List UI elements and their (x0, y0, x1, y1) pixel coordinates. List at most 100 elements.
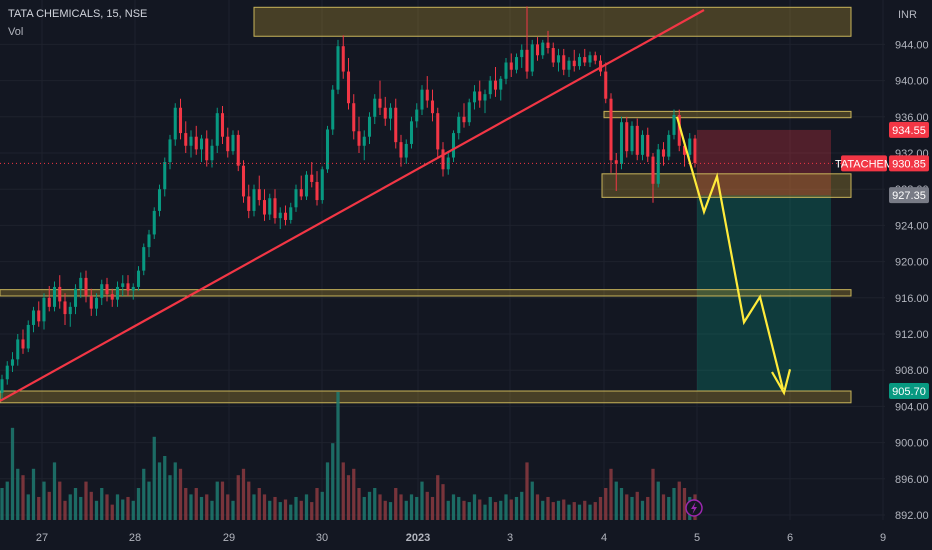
candle-body (457, 116, 461, 134)
candle-body (268, 198, 272, 215)
price-badge (889, 187, 929, 204)
candle-body (672, 114, 676, 135)
candle-body (441, 149, 445, 170)
volume-bar (672, 488, 676, 520)
candle-body (16, 339, 20, 360)
candle-body (84, 277, 88, 296)
candle-body (420, 89, 424, 110)
projection-path[interactable] (675, 116, 792, 396)
candle-body (220, 113, 225, 137)
volume-bar (661, 494, 666, 520)
candle-body (383, 107, 387, 119)
volume-bar (619, 488, 624, 520)
last-price-badge (889, 155, 929, 172)
volume-indicator-label[interactable]: Vol (8, 26, 24, 38)
price-axis-background (888, 0, 932, 550)
time-tick-label: 6 (787, 532, 793, 544)
volume-bar (640, 500, 645, 520)
volume-bar (546, 496, 550, 520)
candle-body (173, 107, 177, 140)
time-axis[interactable]: 27 28 29 30 2023 3 4 5 6 9 (0, 525, 932, 550)
volume-bar (493, 502, 498, 520)
candle-body (357, 131, 361, 146)
volume-bar (31, 468, 36, 520)
candle-body (367, 116, 372, 137)
short-position-tool[interactable] (697, 129, 831, 392)
time-tick-label: 2023 (406, 532, 430, 544)
price-badge (889, 121, 929, 138)
volume-bar (409, 494, 414, 520)
candle-body (693, 138, 697, 163)
candle-body (37, 310, 41, 322)
volume-bar (378, 494, 382, 520)
candle-body (541, 42, 545, 56)
volume-bar (215, 481, 219, 520)
volume-bar (142, 468, 146, 520)
support-resistance-zones[interactable] (0, 6, 852, 404)
price-zone[interactable] (253, 6, 852, 37)
volume-bar (310, 502, 314, 520)
candle-body (373, 98, 377, 117)
candle-body (215, 113, 219, 146)
volume-bar (315, 488, 319, 520)
candle-body (472, 91, 477, 103)
candle-body (583, 57, 587, 63)
volume-bar (593, 502, 597, 520)
candle-body (147, 234, 151, 248)
time-axis-background (0, 525, 932, 550)
price-zone[interactable] (601, 173, 852, 198)
price-badge-label: 905.70 (892, 386, 926, 398)
trendline-segment[interactable] (0, 9, 705, 402)
price-zone[interactable] (0, 390, 852, 404)
profit-target-zone[interactable] (697, 195, 831, 392)
projection-arrowhead[interactable] (771, 369, 792, 396)
volume-bar (525, 462, 529, 520)
price-tick-label: 900.00 (895, 438, 929, 450)
price-axis[interactable]: INR 892.00 896.00 900.00 904.00 908.00 912.00 9… (888, 0, 932, 550)
candle-body (157, 189, 162, 211)
price-badge-label: 934.55 (892, 125, 926, 137)
candle-body (205, 138, 209, 161)
candle-body (635, 125, 639, 155)
time-tick-label: 5 (694, 532, 700, 544)
volume-bar (16, 468, 20, 520)
candle-body (210, 145, 214, 161)
candle-body (89, 295, 93, 309)
candle-body (614, 160, 618, 164)
price-zone[interactable] (603, 110, 852, 119)
volume-bar (535, 494, 540, 520)
volume-bar (84, 481, 88, 520)
candle-body (656, 149, 660, 184)
volume-bar (467, 502, 471, 520)
candle-body (0, 379, 4, 393)
candle-body (126, 283, 130, 291)
volume-bar (320, 491, 324, 520)
candle-body (409, 121, 414, 144)
candle-body (194, 136, 198, 150)
volume-bar (346, 475, 351, 520)
candle-body (5, 365, 9, 380)
volume-bar (577, 504, 582, 520)
projection-line[interactable] (675, 116, 785, 390)
lightning-icon-bolt[interactable] (691, 502, 697, 514)
symbol-title[interactable]: TATA CHEMICALS, 15, NSE (8, 8, 148, 20)
time-tick-label: 30 (316, 532, 328, 544)
candle-body (504, 62, 508, 79)
candle-body (630, 125, 634, 152)
volume-bar (131, 500, 135, 520)
trendline[interactable] (0, 9, 705, 402)
volume-bar (304, 494, 309, 520)
price-tick-label: 892.00 (895, 510, 929, 522)
volume-bar (26, 494, 30, 520)
candle-body (404, 143, 408, 158)
candle-body (467, 102, 471, 123)
candle-body (598, 60, 603, 72)
lightning-icon[interactable] (685, 499, 703, 517)
price-zone[interactable] (0, 289, 852, 297)
candle-body (331, 89, 335, 130)
candle-body (488, 80, 492, 95)
price-tick-label: 896.00 (895, 474, 929, 486)
volume-bar (73, 488, 78, 520)
